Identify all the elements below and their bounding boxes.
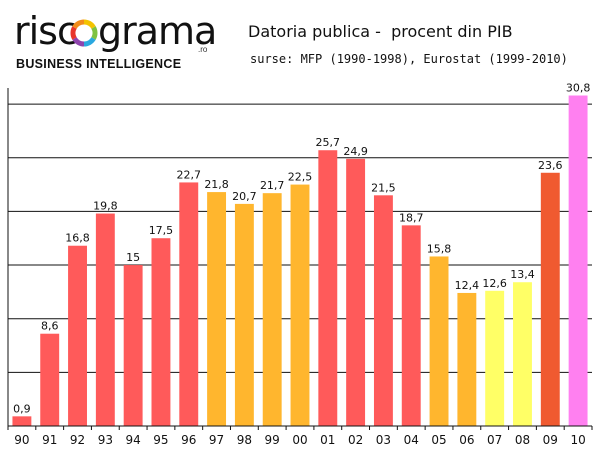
data-label-03: 21,5 xyxy=(371,181,396,194)
bar-96 xyxy=(179,182,199,426)
x-tick-07: 07 xyxy=(487,433,502,447)
bar-97 xyxy=(207,192,227,426)
data-label-90: 0,9 xyxy=(13,402,31,415)
x-tick-93: 93 xyxy=(98,433,113,447)
x-tick-05: 05 xyxy=(431,433,446,447)
x-tick-00: 00 xyxy=(292,433,307,447)
data-label-08: 13,4 xyxy=(510,268,535,281)
x-tick-94: 94 xyxy=(125,433,140,447)
bar-92 xyxy=(68,245,87,426)
data-label-06: 12,4 xyxy=(455,279,480,292)
x-tick-06: 06 xyxy=(459,433,474,447)
logo-text-right: grama xyxy=(98,10,214,53)
logo-ring-icon xyxy=(70,19,98,47)
bar-02 xyxy=(346,158,366,426)
x-tick-02: 02 xyxy=(348,433,363,447)
x-tick-09: 09 xyxy=(543,433,558,447)
x-tick-98: 98 xyxy=(237,433,252,447)
x-tick-95: 95 xyxy=(153,433,168,447)
bar-00 xyxy=(290,184,310,426)
data-label-97: 21,8 xyxy=(204,178,229,191)
bar-94 xyxy=(123,265,143,426)
data-label-05: 15,8 xyxy=(427,242,452,255)
data-label-10: 30,8 xyxy=(566,82,591,95)
bar-04 xyxy=(401,225,421,426)
x-tick-99: 99 xyxy=(265,433,280,447)
data-label-04: 18,7 xyxy=(399,211,424,224)
bar-90 xyxy=(12,416,32,426)
bar-95 xyxy=(151,238,171,426)
bar-08 xyxy=(513,282,532,426)
riscograma-logo: risc grama .ro BUSINESS INTELLIGENCE xyxy=(14,10,214,70)
data-label-00: 22,5 xyxy=(288,171,313,184)
bar-93 xyxy=(95,213,115,426)
bar-10 xyxy=(568,95,588,426)
data-label-99: 21,7 xyxy=(260,179,285,192)
data-label-93: 19,8 xyxy=(93,200,118,213)
logo-ring-segment xyxy=(70,26,77,40)
data-labels: 0,9 8,6 16,8 19,8 15 17,5 22,721,820,721,722,5… xyxy=(13,82,590,416)
data-label-94: 15 xyxy=(126,251,140,264)
data-label-91: 8,6 xyxy=(41,320,59,333)
logo-text-left: risc xyxy=(14,10,77,53)
bar-05 xyxy=(429,256,449,426)
data-label-95: 17,5 xyxy=(149,224,174,237)
logo-ring-segment xyxy=(72,37,85,47)
bar-03 xyxy=(373,195,393,426)
data-label-96: 22,7 xyxy=(177,168,202,181)
x-tick-04: 04 xyxy=(404,433,419,447)
bar-09 xyxy=(540,172,560,426)
data-label-98: 20,7 xyxy=(232,190,257,203)
bar-01 xyxy=(318,150,338,427)
x-tick-90: 90 xyxy=(14,433,29,447)
bar-98 xyxy=(234,203,254,426)
x-tick-10: 10 xyxy=(570,433,585,447)
logo-ring-segment xyxy=(83,37,96,47)
x-tick-03: 03 xyxy=(376,433,391,447)
x-tick-01: 01 xyxy=(320,433,335,447)
x-tick-96: 96 xyxy=(181,433,196,447)
data-label-01: 25,7 xyxy=(316,136,341,149)
x-tick-97: 97 xyxy=(209,433,224,447)
x-tick-91: 91 xyxy=(42,433,57,447)
bars xyxy=(12,95,588,427)
data-label-07: 12,6 xyxy=(482,277,507,290)
axes xyxy=(7,88,593,430)
logo-ring-segment xyxy=(83,19,96,29)
logo-ring-segment xyxy=(91,26,98,40)
logo-domain: .ro xyxy=(198,45,208,54)
bar-99 xyxy=(262,193,282,426)
bar-07 xyxy=(485,290,505,426)
data-label-92: 16,8 xyxy=(65,232,90,245)
bar-91 xyxy=(40,333,60,426)
chart-subtitle: surse: MFP (1990-1998), Eurostat (1999-2… xyxy=(250,52,568,66)
x-tick-08: 08 xyxy=(515,433,530,447)
bar-06 xyxy=(457,292,477,426)
data-label-09: 23,6 xyxy=(538,159,563,172)
data-label-02: 24,9 xyxy=(343,145,368,158)
chart-title: Datoria publica - procent din PIB xyxy=(248,22,513,41)
x-tick-92: 92 xyxy=(70,433,85,447)
logo-ring-segment xyxy=(72,19,85,29)
x-tick-labels: 90 91 92 93 94 95 96 97 98 99 00 01 02 03 04 05 06 07 08 09… xyxy=(14,433,585,447)
logo-tagline: BUSINESS INTELLIGENCE xyxy=(16,57,181,70)
